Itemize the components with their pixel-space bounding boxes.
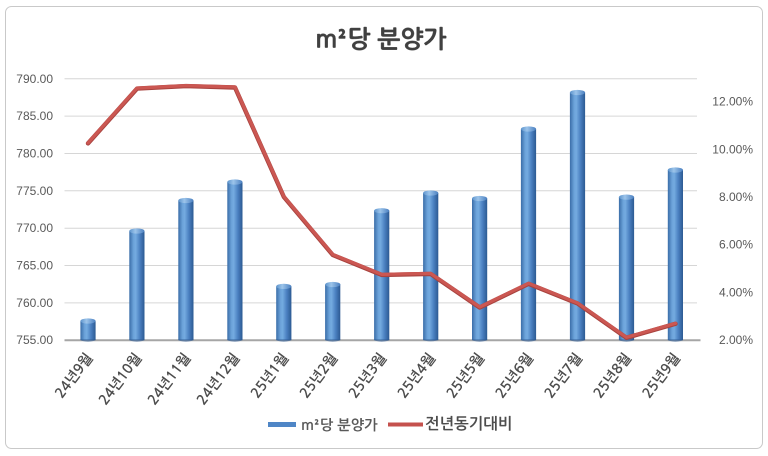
- svg-text:2.00%: 2.00%: [719, 333, 753, 347]
- svg-text:785.00: 785.00: [16, 109, 53, 123]
- svg-text:12.00%: 12.00%: [712, 95, 753, 109]
- svg-text:775.00: 775.00: [16, 184, 53, 198]
- svg-text:6.00%: 6.00%: [719, 238, 753, 252]
- svg-text:8.00%: 8.00%: [719, 190, 753, 204]
- svg-text:770.00: 770.00: [16, 221, 53, 235]
- svg-text:4.00%: 4.00%: [719, 285, 753, 299]
- svg-text:10.00%: 10.00%: [712, 142, 753, 156]
- svg-text:755.00: 755.00: [16, 333, 53, 347]
- svg-text:760.00: 760.00: [16, 296, 53, 310]
- svg-text:765.00: 765.00: [16, 259, 53, 273]
- svg-text:780.00: 780.00: [16, 147, 53, 161]
- svg-text:790.00: 790.00: [16, 72, 53, 86]
